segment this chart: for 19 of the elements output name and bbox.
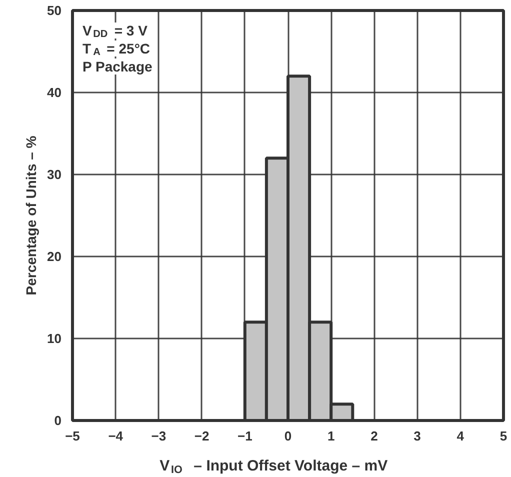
y-tick-label: 40: [47, 85, 62, 100]
x-tick-label: 1: [327, 428, 335, 444]
x-tick-label: −4: [108, 428, 124, 444]
y-tick-label: 30: [47, 167, 62, 182]
x-tick-label: −1: [237, 428, 252, 444]
x-tick-label: 5: [500, 428, 508, 444]
x-tick-label: −5: [65, 428, 80, 444]
annotation: P Package: [82, 58, 153, 74]
y-tick-label: 10: [47, 331, 62, 346]
y-tick-label: 20: [47, 249, 62, 264]
x-tick-label: 2: [370, 428, 378, 444]
x-tick-label: 0: [284, 428, 292, 444]
x-tick-label: −3: [151, 428, 166, 444]
x-tick-label: 3: [414, 428, 421, 444]
x-tick-label: −2: [194, 428, 210, 444]
y-tick-label: 50: [47, 3, 62, 18]
y-tick-label: 0: [54, 413, 62, 428]
y-axis-title: Percentage of Units – %: [23, 135, 40, 296]
x-tick-label: 4: [456, 428, 465, 444]
